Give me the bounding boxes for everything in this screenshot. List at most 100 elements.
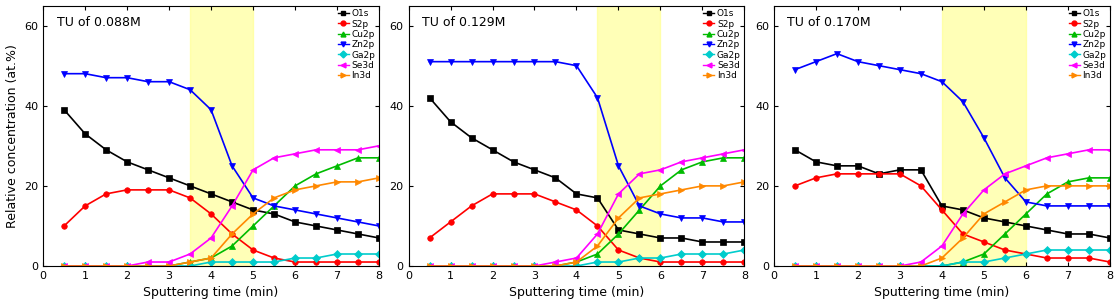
O1s bbox=[788, 148, 801, 152]
In3d bbox=[914, 264, 928, 268]
S2p bbox=[737, 260, 751, 264]
O1s bbox=[507, 160, 520, 164]
Se3d bbox=[351, 148, 365, 152]
In3d bbox=[570, 260, 583, 264]
In3d bbox=[1019, 188, 1033, 192]
Se3d bbox=[78, 264, 92, 268]
Cu2p bbox=[121, 264, 134, 268]
Ga2p bbox=[184, 264, 197, 268]
O1s bbox=[830, 164, 844, 168]
Cu2p bbox=[548, 264, 562, 268]
Zn2p bbox=[696, 216, 709, 220]
Se3d bbox=[464, 264, 478, 268]
Cu2p bbox=[78, 264, 92, 268]
In3d bbox=[737, 180, 751, 184]
O1s bbox=[977, 216, 990, 220]
S2p bbox=[528, 192, 542, 196]
O1s bbox=[893, 168, 906, 172]
Ga2p bbox=[373, 252, 386, 256]
Zn2p bbox=[872, 64, 885, 67]
Cu2p bbox=[184, 260, 197, 264]
O1s bbox=[373, 236, 386, 240]
O1s bbox=[423, 96, 436, 99]
Ga2p bbox=[121, 264, 134, 268]
S2p bbox=[373, 260, 386, 264]
S2p bbox=[330, 260, 344, 264]
Cu2p bbox=[809, 264, 822, 268]
O1s bbox=[852, 164, 865, 168]
O1s bbox=[205, 192, 218, 196]
Ga2p bbox=[351, 252, 365, 256]
Zn2p bbox=[330, 216, 344, 220]
S2p bbox=[507, 192, 520, 196]
Cu2p bbox=[696, 160, 709, 164]
X-axis label: Sputtering time (min): Sputtering time (min) bbox=[874, 286, 1009, 300]
Zn2p bbox=[977, 136, 990, 140]
In3d bbox=[1061, 184, 1074, 188]
In3d bbox=[267, 196, 281, 200]
Zn2p bbox=[914, 72, 928, 76]
O1s bbox=[444, 120, 458, 124]
Zn2p bbox=[246, 196, 260, 200]
Se3d bbox=[205, 236, 218, 240]
Legend: O1s, S2p, Cu2p, Zn2p, Ga2p, Se3d, In3d: O1s, S2p, Cu2p, Zn2p, Ga2p, Se3d, In3d bbox=[703, 8, 742, 81]
Zn2p bbox=[570, 64, 583, 67]
Ga2p bbox=[872, 264, 885, 268]
Ga2p bbox=[591, 260, 604, 264]
Se3d bbox=[246, 168, 260, 172]
In3d bbox=[830, 264, 844, 268]
Ga2p bbox=[1082, 248, 1096, 252]
Cu2p bbox=[507, 264, 520, 268]
Ga2p bbox=[464, 264, 478, 268]
Cu2p bbox=[977, 252, 990, 256]
Se3d bbox=[267, 156, 281, 160]
In3d bbox=[57, 264, 70, 268]
Zn2p bbox=[184, 88, 197, 91]
Ga2p bbox=[330, 252, 344, 256]
S2p bbox=[423, 236, 436, 240]
Cu2p bbox=[57, 264, 70, 268]
S2p bbox=[486, 192, 499, 196]
In3d bbox=[373, 176, 386, 180]
Line: In3d: In3d bbox=[792, 183, 1112, 269]
O1s bbox=[184, 184, 197, 188]
O1s bbox=[78, 132, 92, 136]
S2p bbox=[1061, 256, 1074, 260]
Cu2p bbox=[225, 244, 238, 248]
S2p bbox=[1041, 256, 1054, 260]
Cu2p bbox=[1019, 212, 1033, 216]
Se3d bbox=[998, 172, 1012, 176]
S2p bbox=[289, 260, 302, 264]
Ga2p bbox=[977, 260, 990, 264]
In3d bbox=[225, 232, 238, 236]
Y-axis label: Relative concentration (at.%): Relative concentration (at.%) bbox=[6, 44, 19, 228]
In3d bbox=[591, 244, 604, 248]
Se3d bbox=[162, 260, 176, 264]
Bar bbox=[942, 5, 1026, 266]
In3d bbox=[309, 184, 322, 188]
Line: O1s: O1s bbox=[792, 147, 1112, 241]
S2p bbox=[162, 188, 176, 192]
S2p bbox=[351, 260, 365, 264]
Ga2p bbox=[528, 264, 542, 268]
S2p bbox=[830, 172, 844, 176]
Ga2p bbox=[1103, 248, 1117, 252]
In3d bbox=[852, 264, 865, 268]
Ga2p bbox=[141, 264, 154, 268]
O1s bbox=[591, 196, 604, 200]
Ga2p bbox=[507, 264, 520, 268]
Zn2p bbox=[507, 60, 520, 63]
Se3d bbox=[548, 260, 562, 264]
Ga2p bbox=[809, 264, 822, 268]
Line: Ga2p: Ga2p bbox=[792, 247, 1112, 269]
In3d bbox=[444, 264, 458, 268]
Line: S2p: S2p bbox=[62, 187, 382, 265]
Line: Zn2p: Zn2p bbox=[426, 59, 747, 225]
In3d bbox=[464, 264, 478, 268]
O1s bbox=[653, 236, 667, 240]
In3d bbox=[507, 264, 520, 268]
Se3d bbox=[1019, 164, 1033, 168]
Zn2p bbox=[612, 164, 626, 168]
Ga2p bbox=[788, 264, 801, 268]
S2p bbox=[444, 220, 458, 224]
